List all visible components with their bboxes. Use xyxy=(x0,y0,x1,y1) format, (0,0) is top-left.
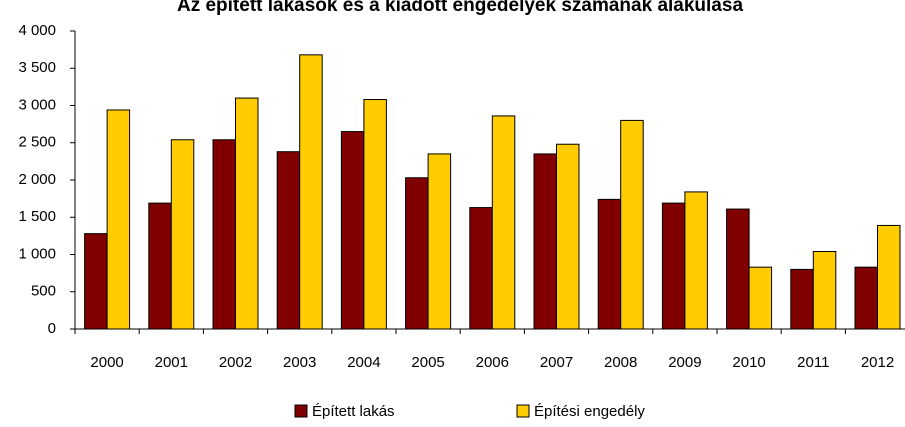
bar xyxy=(620,119,644,330)
y-tick-label: 2 000 xyxy=(18,171,56,188)
y-tick-label: 0 xyxy=(48,320,56,337)
y-tick-label: 3 500 xyxy=(18,59,56,76)
x-tick-label: 2001 xyxy=(155,354,188,371)
bar xyxy=(106,109,131,330)
chart-title: Az épített lakások és a kiadott engedély… xyxy=(177,0,743,16)
legend-label: Építési engedély xyxy=(534,403,645,420)
legend-swatch xyxy=(516,404,530,418)
x-tick-label: 2012 xyxy=(861,354,894,371)
y-tick-label: 3 000 xyxy=(18,96,56,113)
bar xyxy=(363,99,387,330)
x-tick-label: 2000 xyxy=(90,354,123,371)
bar xyxy=(661,202,686,330)
y-tick-label: 4 000 xyxy=(18,22,56,39)
legend-label: Épített lakás xyxy=(312,403,395,420)
x-tick-label: 2002 xyxy=(219,354,252,371)
y-tick-label: 1 500 xyxy=(18,208,56,225)
bar xyxy=(340,131,365,330)
x-tick-label: 2011 xyxy=(797,354,829,371)
x-tick-label: 2007 xyxy=(540,354,573,371)
bar xyxy=(276,151,301,330)
bar xyxy=(597,198,622,330)
y-tick-label: 1 000 xyxy=(18,245,56,262)
bar xyxy=(235,97,259,330)
x-tick-label: 2004 xyxy=(347,354,380,371)
x-tick-label: 2008 xyxy=(604,354,637,371)
bar xyxy=(491,115,516,330)
bar xyxy=(84,233,108,330)
bar xyxy=(170,139,195,330)
bar xyxy=(212,139,236,330)
bar xyxy=(148,202,172,330)
legend-swatch xyxy=(294,404,308,418)
bar xyxy=(533,153,557,330)
bar xyxy=(854,266,878,330)
bar xyxy=(684,191,708,330)
x-tick-label: 2010 xyxy=(732,354,765,371)
bar xyxy=(556,143,580,330)
y-tick-label: 500 xyxy=(31,283,56,300)
y-tick-label: 2 500 xyxy=(18,134,56,151)
bar xyxy=(469,207,493,330)
x-tick-label: 2003 xyxy=(283,354,316,371)
bar xyxy=(299,54,323,330)
bar xyxy=(812,251,837,330)
bar xyxy=(748,266,773,330)
x-tick-label: 2006 xyxy=(476,354,509,371)
bar xyxy=(790,268,814,330)
bar xyxy=(427,153,452,330)
bar xyxy=(877,224,901,330)
bar xyxy=(726,208,750,330)
x-tick-label: 2005 xyxy=(411,354,444,371)
bar xyxy=(405,177,429,330)
x-tick-label: 2009 xyxy=(668,354,701,371)
